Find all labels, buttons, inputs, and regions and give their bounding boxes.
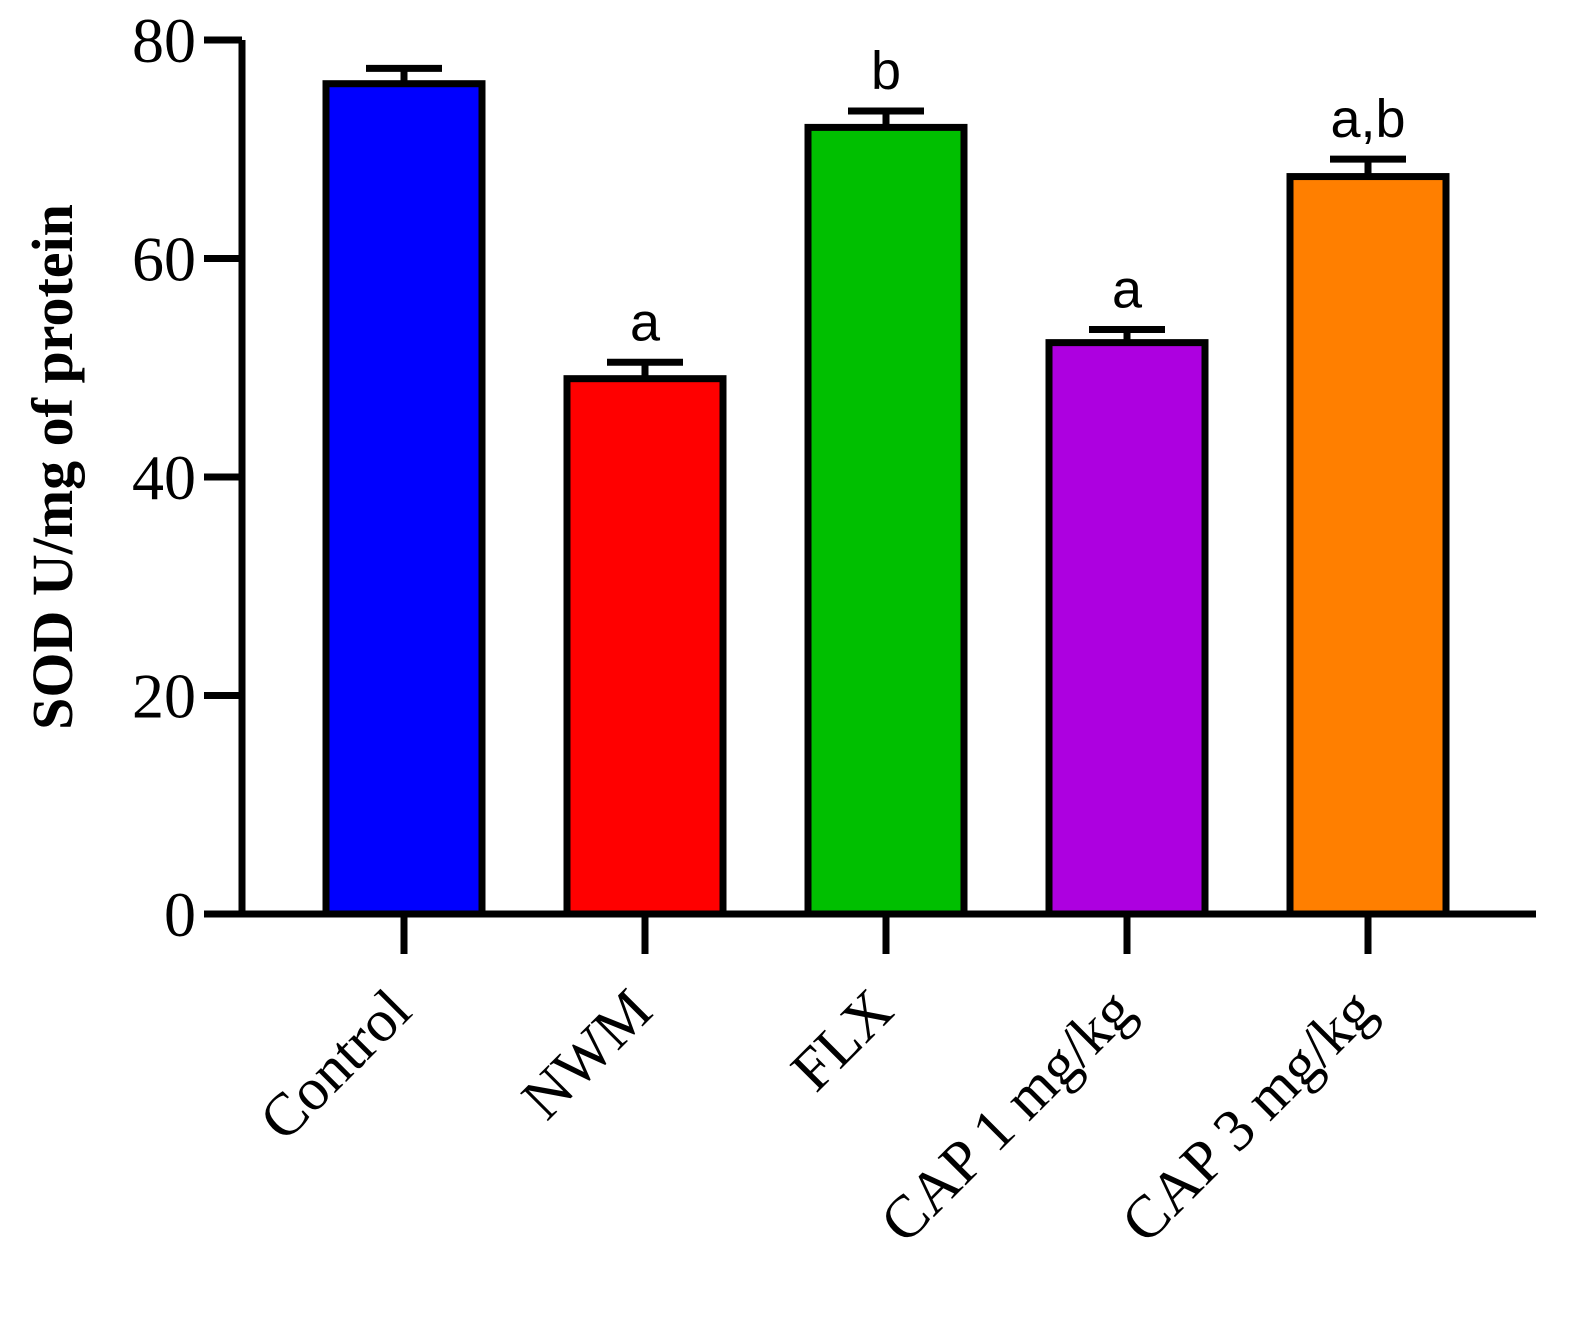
x-tick-label-cap-3-mg-kg: CAP 3 mg/kg (1109, 977, 1387, 1255)
bars-layer (322, 64, 1450, 918)
x-tick-label-control: Control (247, 977, 423, 1153)
bar-control (322, 80, 486, 918)
x-tick-label-nwm: NWM (509, 977, 664, 1132)
significance-label-cap-1-mg-kg: a (1112, 260, 1143, 320)
bar-cap-3-mg-kg (1286, 173, 1450, 918)
bar-nwm (563, 375, 727, 918)
y-tick-label-40: 40 (132, 442, 196, 513)
y-tick-label-20: 20 (132, 661, 196, 732)
significance-label-cap-3-mg-kg: a,b (1330, 89, 1405, 149)
significance-label-flx: b (871, 41, 901, 101)
x-tick-label-flx: FLX (778, 977, 905, 1104)
x-tick-label-cap-1-mg-kg: CAP 1 mg/kg (868, 977, 1146, 1255)
bar-flx (804, 123, 968, 918)
significance-label-nwm: a (630, 292, 661, 352)
y-axis-label: SOD U/mg of protein (20, 204, 85, 730)
y-tick-label-0: 0 (164, 879, 196, 950)
bar-cap-1-mg-kg (1045, 339, 1209, 918)
y-tick-label-60: 60 (132, 224, 196, 295)
axes-layer (204, 36, 1536, 954)
y-tick-label-80: 80 (132, 5, 196, 76)
